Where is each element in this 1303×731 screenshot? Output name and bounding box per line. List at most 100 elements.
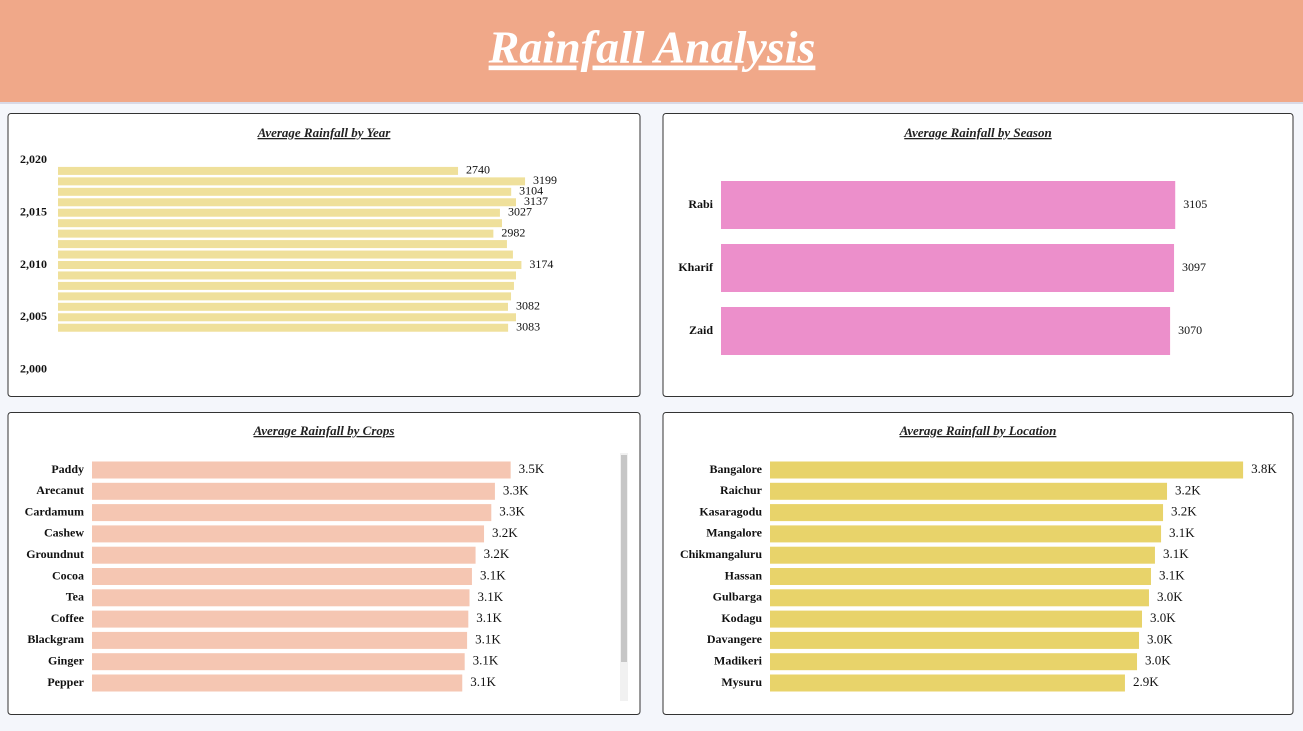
data-label: 3.0K: [1150, 610, 1176, 625]
data-label: 3.0K: [1147, 631, 1173, 646]
data-label: 3.1K: [475, 631, 501, 646]
data-label: 3082: [516, 299, 540, 313]
bar: [770, 589, 1149, 607]
bar: [92, 482, 495, 500]
bar: [58, 281, 514, 290]
y-tick-label: Pepper: [47, 675, 84, 689]
data-label: 3.1K: [1169, 525, 1195, 540]
bar: [770, 674, 1125, 692]
bar: [92, 589, 470, 607]
data-label: 3.8K: [1251, 461, 1277, 476]
data-label: 3097: [1182, 260, 1206, 274]
y-tick-label: Rabi: [688, 197, 713, 211]
data-label: 3.1K: [1163, 546, 1189, 561]
data-label: 3.5K: [519, 461, 545, 476]
scrollbar-thumb[interactable]: [621, 455, 627, 662]
data-label: 3.2K: [484, 546, 510, 561]
y-tick-label: Mysuru: [721, 675, 762, 689]
data-label: 3.2K: [1175, 482, 1201, 497]
y-tick-label: Blackgram: [27, 632, 84, 646]
bar: [58, 323, 509, 332]
bar: [92, 461, 511, 479]
bar: [770, 461, 1244, 479]
y-tick-label: Cocoa: [52, 568, 84, 582]
y-tick-label: Bangalore: [710, 462, 763, 476]
bar: [92, 610, 469, 628]
bar: [770, 631, 1140, 649]
y-tick-label: Chikmangaluru: [680, 547, 762, 561]
data-label: 3174: [529, 257, 553, 271]
main-title: Rainfall Analysis: [488, 22, 816, 73]
y-tick-label: Madikeri: [714, 653, 763, 667]
bar: [58, 271, 517, 280]
bar: [92, 546, 476, 564]
bar: [58, 177, 526, 186]
data-label: 3105: [1183, 197, 1207, 211]
data-label: 3.1K: [1159, 567, 1185, 582]
data-label: 3.3K: [499, 504, 525, 519]
data-label: 3.1K: [470, 674, 496, 689]
bar: [770, 504, 1164, 522]
header-bar: [0, 0, 1303, 102]
bar: [770, 546, 1155, 564]
y-tick-label: Kharif: [678, 260, 714, 274]
bar: [770, 525, 1162, 543]
y-tick-label: Kodagu: [721, 611, 762, 625]
bar: [92, 631, 468, 649]
bar: [770, 482, 1168, 500]
bar: [58, 219, 502, 228]
y-tick-label: 2,015: [20, 204, 47, 218]
data-label: 3.1K: [480, 567, 506, 582]
data-label: 3.0K: [1157, 589, 1183, 604]
chart-title: Average Rainfall by Crops: [253, 423, 395, 438]
y-tick-label: Gulbarga: [713, 590, 762, 604]
y-tick-label: 2,005: [20, 309, 47, 323]
data-label: 3.2K: [492, 525, 518, 540]
bar: [770, 610, 1143, 628]
y-tick-label: Kasaragodu: [699, 504, 762, 518]
y-tick-label: Davangere: [707, 632, 763, 646]
y-tick-label: Raichur: [720, 483, 763, 497]
bar: [58, 240, 507, 249]
y-tick-label: 2,010: [20, 257, 47, 271]
chart-title: Average Rainfall by Location: [899, 423, 1057, 438]
bar: [770, 568, 1151, 585]
y-tick-label: 2,020: [20, 152, 47, 166]
bar: [58, 187, 512, 196]
bar: [58, 292, 512, 301]
data-label: 3.1K: [476, 610, 502, 625]
y-tick-label: Ginger: [48, 653, 85, 667]
y-tick-label: Tea: [66, 590, 84, 604]
y-tick-label: Paddy: [51, 462, 84, 476]
bar: [58, 261, 522, 269]
data-label: 3104: [519, 184, 543, 198]
y-tick-label: 2,000: [20, 361, 47, 375]
bar: [58, 302, 508, 311]
data-label: 3027: [508, 204, 532, 218]
bar: [92, 653, 465, 671]
y-tick-label: Hassan: [725, 568, 763, 582]
data-label: 3070: [1178, 323, 1202, 337]
bar: [58, 229, 494, 238]
y-tick-label: Cardamum: [25, 504, 84, 518]
data-label: 3.1K: [473, 653, 499, 668]
data-label: 3199: [533, 173, 557, 187]
bar: [770, 653, 1138, 671]
bar: [58, 198, 517, 207]
bar: [92, 525, 485, 543]
bar: [92, 674, 463, 692]
y-tick-label: Arecanut: [36, 483, 84, 497]
y-tick-label: Groundnut: [26, 547, 84, 561]
bar: [92, 568, 472, 585]
data-label: 3.3K: [503, 482, 529, 497]
y-tick-label: Cashew: [44, 526, 84, 540]
bar: [92, 504, 492, 522]
y-tick-label: Coffee: [51, 611, 85, 625]
bar: [58, 250, 513, 259]
y-tick-label: Mangalore: [706, 526, 762, 540]
bar: [58, 166, 459, 175]
chart-title: Average Rainfall by Season: [903, 125, 1051, 140]
bar: [58, 313, 517, 322]
data-label: 3.0K: [1145, 653, 1171, 668]
